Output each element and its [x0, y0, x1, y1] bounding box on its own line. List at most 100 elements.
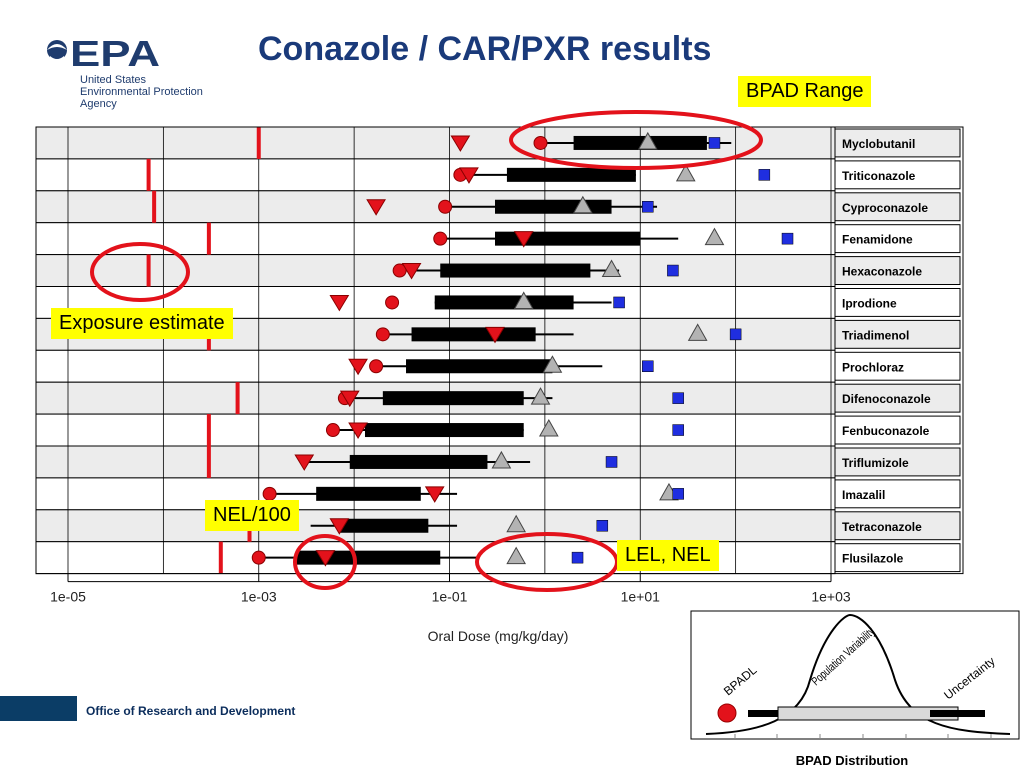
inset-right-whisker [930, 710, 985, 717]
highlight-exposure [90, 242, 190, 302]
inset-bpadl-marker [717, 703, 737, 723]
callout-bpad-range: BPAD Range [738, 76, 872, 107]
bpadl-point [533, 135, 548, 150]
row-label: Triadimenol [842, 328, 909, 342]
row-label-box [834, 415, 961, 445]
bpad-distribution-inset: BPADL Population Variability Uncertainty… [690, 610, 1020, 768]
nel-point [704, 227, 725, 246]
callout-nel-100: NEL/100 [205, 500, 299, 531]
lel-point [667, 264, 679, 277]
nel100-point [294, 454, 315, 471]
exposure-estimate-mark [218, 541, 223, 574]
x-tick-label: 1e-01 [432, 589, 468, 605]
row-band [35, 190, 836, 224]
lel-point [781, 232, 794, 245]
epa-logo-wordmark: EPA [70, 36, 160, 72]
row-label-box [834, 511, 961, 541]
bpad-range-bar [506, 167, 636, 182]
bpadl-point [325, 423, 340, 438]
x-tick-label: 1e-03 [241, 589, 277, 605]
inset-left-whisker [748, 710, 778, 717]
nel100-point [348, 358, 368, 376]
row-label-box [834, 288, 961, 317]
row-label: Tetraconazole [842, 520, 922, 534]
bpadl-point [433, 231, 448, 246]
lel-point [672, 392, 684, 404]
nel100-point [339, 390, 360, 408]
lel-point [642, 201, 654, 213]
main-chart: Myclobutanil Triticonazole Cyproconazole Fe… [35, 110, 964, 644]
row-label-box [834, 256, 961, 286]
lel-point [729, 328, 742, 341]
lel-point [596, 520, 609, 532]
lel-point [571, 551, 584, 564]
bpadl-point [251, 550, 266, 565]
inset-title: BPAD Distribution [796, 753, 908, 768]
lel-point [642, 360, 654, 372]
row-label: Fenamidone [842, 233, 913, 247]
row-label-box [834, 479, 961, 509]
callout-exposure-estimate: Exposure estimate [51, 308, 233, 339]
nel-point [513, 291, 534, 309]
exposure-estimate-mark [206, 445, 211, 478]
exposure-estimate-mark [206, 222, 211, 255]
nel-point [601, 259, 622, 278]
nel-point [491, 450, 512, 469]
bpad-range-bar [382, 391, 524, 406]
slide-title: Conazole / CAR/PXR results [258, 30, 712, 68]
nel-point [506, 514, 527, 533]
plot-frame [35, 126, 964, 575]
nel-point [687, 323, 708, 341]
bpad-range-bar [495, 199, 612, 214]
nel-point [506, 546, 527, 565]
nel100-point [329, 518, 350, 535]
x-tick-label: 1e+01 [621, 589, 661, 605]
nel100-point [513, 231, 534, 248]
logo-line-3: Agency [80, 98, 117, 110]
row-label: Triflumizole [842, 456, 909, 470]
nel100-point [485, 326, 505, 344]
row-label: Difenoconazole [842, 392, 931, 406]
lel-point [758, 169, 771, 181]
exposure-estimate-mark [256, 126, 261, 159]
row-label-box [834, 351, 961, 381]
row-label: Fenbuconazole [842, 424, 930, 438]
nel-point [542, 355, 563, 373]
bpadl-point [392, 263, 407, 278]
row-label: Triticonazole [842, 169, 916, 183]
exposure-estimate-mark [235, 382, 240, 415]
bpadl-point [375, 327, 390, 342]
row-label: Imazalil [842, 488, 885, 502]
nel-point [637, 131, 658, 150]
bpad-range-bar [434, 295, 574, 310]
nel100-point [459, 167, 479, 184]
lel-point [613, 296, 625, 309]
highlight-bpad-range [509, 110, 763, 170]
row-label: Cyproconazole [842, 201, 928, 215]
row-label: Iprodione [842, 296, 897, 310]
lel-point [708, 137, 721, 149]
bpad-range-bar [406, 359, 553, 374]
row-label-box [834, 160, 961, 190]
chart-marks [146, 126, 794, 574]
nel-point [572, 195, 593, 214]
row-label-box [834, 383, 961, 413]
bpad-range-bar [364, 423, 524, 438]
row-label-box [834, 447, 961, 477]
epa-logo: EPA United States Environmental Protecti… [44, 36, 244, 116]
exposure-estimate-mark [146, 254, 151, 287]
row-labels: Myclobutanil Triticonazole Cyproconazole Fe… [834, 128, 961, 573]
lel-point [672, 488, 684, 500]
logo-line-1: United States [80, 74, 147, 86]
row-label-box [834, 128, 961, 158]
exposure-estimate-mark [146, 158, 151, 191]
x-tick-label: 1e+03 [811, 589, 851, 605]
x-axis-label: Oral Dose (mg/kg/day) [428, 628, 569, 644]
nel100-point [348, 422, 368, 440]
footer-text: Office of Research and Development [86, 704, 296, 718]
bpadl-point [262, 486, 277, 501]
nel100-point [401, 263, 422, 280]
bpadl-point [385, 295, 400, 310]
row-label-box [834, 319, 961, 349]
x-axis: 1e-05 1e-03 1e-01 1e+01 1e+03 [35, 126, 964, 605]
